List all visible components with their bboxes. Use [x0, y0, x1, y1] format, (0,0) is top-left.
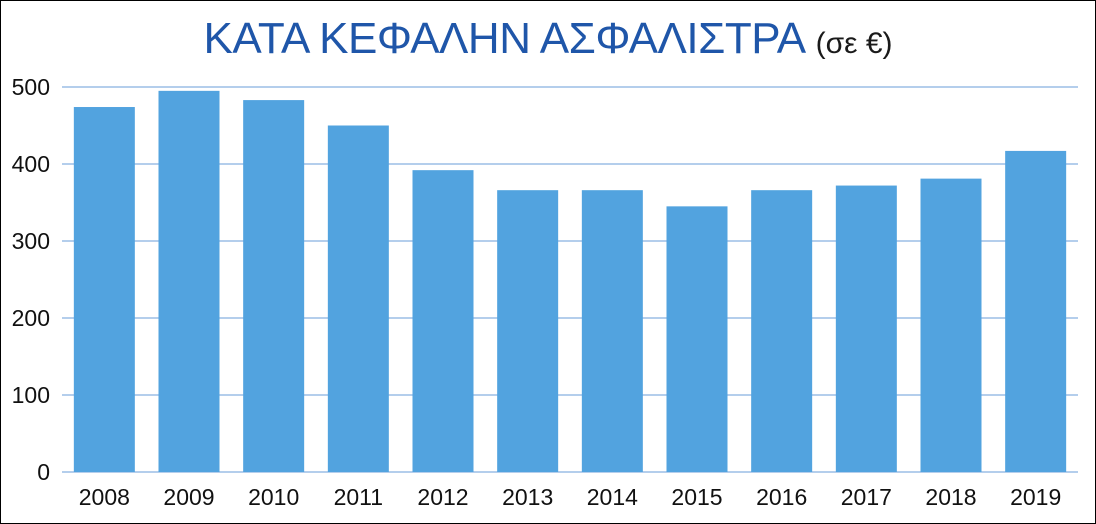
bar-2015 — [666, 206, 728, 472]
x-tick-label: 2016 — [756, 484, 807, 510]
x-tick-label: 2013 — [502, 484, 553, 510]
bar-2019 — [1005, 150, 1067, 472]
x-tick-label: 2011 — [334, 484, 383, 510]
x-tick-label: 2010 — [248, 484, 299, 510]
chart-subtitle: (σε €) — [815, 27, 893, 60]
chart-title: ΚΑΤΑ ΚΕΦΑΛΗΝ ΑΣΦΑΛΙΣΤΡΑ — [203, 14, 806, 63]
y-tick-label: 0 — [37, 459, 50, 485]
bars — [73, 90, 1067, 473]
x-tick-label: 2014 — [587, 484, 638, 510]
bar-2009 — [158, 90, 220, 472]
x-tick-label: 2017 — [841, 484, 892, 510]
grid-lines — [62, 86, 1078, 473]
bar-2010 — [243, 100, 305, 472]
bar-2008 — [73, 107, 135, 473]
x-tick-label: 2008 — [79, 484, 130, 510]
x-tick-label: 2019 — [1010, 484, 1061, 510]
y-axis-tick-labels: 0 100 200 300 400 500 — [12, 74, 50, 485]
y-tick-label: 100 — [12, 382, 50, 408]
x-tick-label: 2018 — [925, 484, 976, 510]
bar-2017 — [835, 185, 897, 472]
y-tick-label: 300 — [12, 228, 50, 254]
bar-2011 — [327, 125, 389, 472]
x-axis-tick-labels: 2008 2009 2010 2011 2012 2013 2014 2015 2016 2017… — [79, 484, 1062, 510]
bar-2013 — [497, 190, 559, 472]
x-tick-label: 2015 — [671, 484, 722, 510]
bar-2018 — [920, 178, 982, 472]
bar-2012 — [412, 170, 474, 472]
y-tick-label: 200 — [12, 305, 50, 331]
bar-2014 — [581, 190, 643, 472]
y-tick-label: 500 — [12, 74, 50, 100]
y-tick-label: 400 — [12, 151, 50, 177]
x-tick-label: 2009 — [163, 484, 214, 510]
bar-2016 — [751, 190, 813, 472]
x-tick-label: 2012 — [417, 484, 468, 510]
chart-title-row: ΚΑΤΑ ΚΕΦΑΛΗΝ ΑΣΦΑΛΙΣΤΡΑ (σε €) — [0, 14, 1096, 64]
